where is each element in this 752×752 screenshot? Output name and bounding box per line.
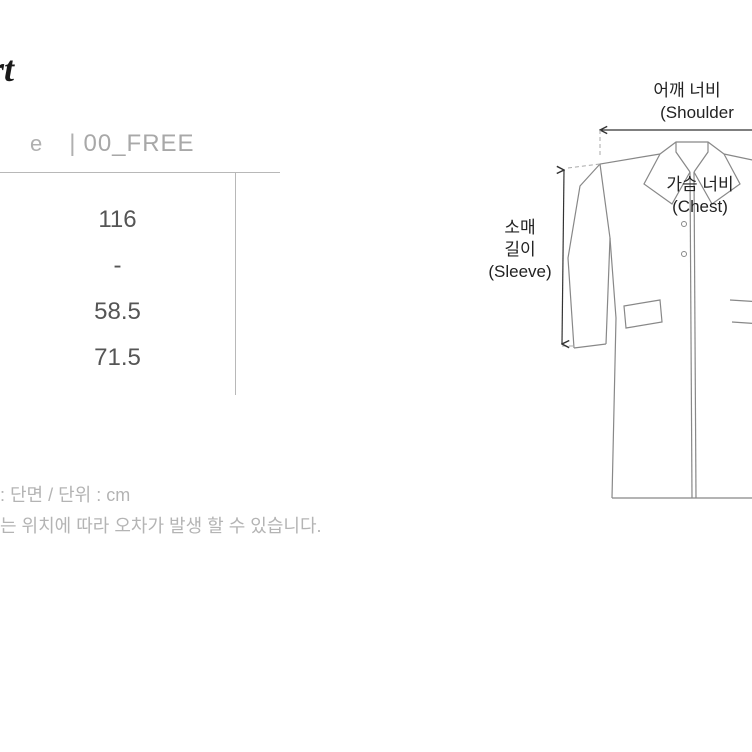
header-size-value: 00_FREE bbox=[75, 130, 194, 158]
size-table: e | 00_FREE 116 - 58.5 71.5 bbox=[0, 130, 280, 395]
table-row: 58.5 bbox=[0, 289, 235, 335]
table-header-row: e | 00_FREE bbox=[0, 130, 280, 173]
table-row: 116 bbox=[0, 197, 235, 243]
shoulder-label-en: (Shoulder bbox=[660, 103, 734, 122]
header-size-label: e bbox=[30, 131, 69, 157]
table-body: 116 - 58.5 71.5 bbox=[0, 173, 236, 395]
garment-diagram: 어깨 너비 (Shoulder 소매 길이 (Sleeve) 가슴 너비 (Ch… bbox=[462, 78, 752, 518]
table-row: 71.5 bbox=[0, 335, 235, 381]
note-line: : 단면 / 단위 : cm bbox=[0, 480, 322, 511]
sleeve-label-kr1: 소매 bbox=[504, 218, 535, 237]
chart-title: rt bbox=[0, 48, 14, 90]
table-row: - bbox=[0, 243, 235, 289]
note-line: 는 위치에 따라 오차가 발생 할 수 있습니다. bbox=[0, 511, 322, 542]
measurement-notes: : 단면 / 단위 : cm 는 위치에 따라 오차가 발생 할 수 있습니다. bbox=[0, 480, 322, 541]
chest-label-en: (Chest) bbox=[672, 197, 728, 216]
sleeve-label-kr2: 길이 bbox=[504, 240, 535, 259]
chest-label-kr: 가슴 너비 bbox=[666, 175, 733, 194]
shoulder-label-kr: 어깨 너비 bbox=[653, 81, 720, 100]
sleeve-label-en: (Sleeve) bbox=[488, 262, 551, 281]
